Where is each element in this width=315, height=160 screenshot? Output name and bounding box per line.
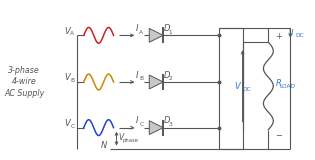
Text: 3-phase
4-wire
AC Supply: 3-phase 4-wire AC Supply	[4, 66, 44, 98]
Text: B: B	[70, 78, 74, 83]
Text: 3: 3	[169, 122, 172, 127]
Text: +: +	[275, 32, 282, 41]
Text: D: D	[164, 24, 171, 33]
Text: D: D	[164, 71, 171, 80]
Text: V: V	[118, 133, 124, 142]
Text: I: I	[135, 116, 138, 125]
Text: V: V	[64, 119, 70, 128]
Text: I: I	[291, 29, 294, 38]
Text: A: A	[139, 30, 143, 35]
Text: I: I	[135, 71, 138, 80]
Text: N: N	[100, 141, 106, 150]
Text: A: A	[70, 31, 74, 36]
Polygon shape	[149, 121, 163, 135]
Text: 2: 2	[169, 76, 172, 81]
Polygon shape	[149, 75, 163, 89]
Text: C: C	[70, 124, 75, 129]
Text: DC: DC	[242, 87, 251, 92]
Text: LOAD: LOAD	[280, 84, 296, 89]
Text: V: V	[64, 73, 70, 83]
Text: phase: phase	[123, 138, 139, 143]
Text: C: C	[139, 122, 143, 127]
Polygon shape	[149, 28, 163, 42]
Text: B: B	[139, 76, 143, 81]
Text: V: V	[235, 82, 241, 92]
Text: D: D	[164, 116, 171, 125]
Text: I: I	[135, 24, 138, 33]
Text: DC: DC	[295, 33, 304, 38]
Text: −: −	[275, 131, 282, 140]
Text: R: R	[275, 80, 281, 88]
Text: 1: 1	[169, 30, 172, 35]
Text: V: V	[64, 27, 70, 36]
